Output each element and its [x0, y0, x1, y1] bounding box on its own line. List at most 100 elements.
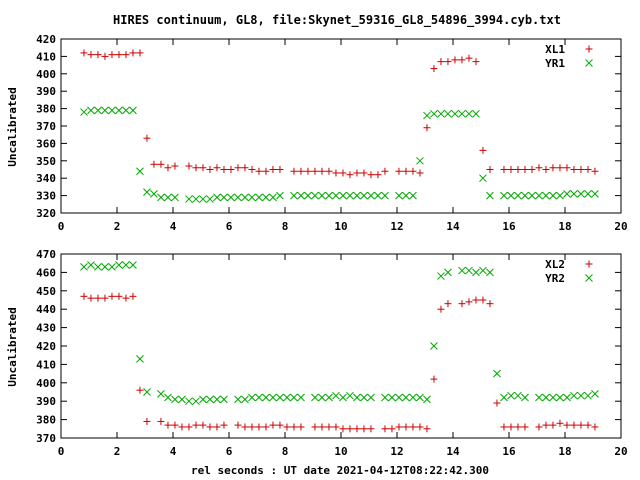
data-point: [241, 193, 249, 202]
y-tick-label: 320: [36, 207, 56, 220]
data-point: [353, 393, 361, 402]
x-axis-label: rel seconds : UT date 2021-04-12T08:22:4…: [191, 464, 489, 477]
data-point: [332, 391, 340, 400]
data-point: [395, 423, 403, 431]
data-point: [248, 423, 256, 431]
y-tick-label: 430: [36, 322, 56, 335]
data-point: [283, 393, 291, 402]
data-point: [276, 166, 284, 173]
data-point: [437, 109, 445, 118]
data-point: [479, 146, 487, 154]
data-point: [311, 393, 319, 402]
data-point: [101, 106, 109, 115]
data-point: [234, 421, 242, 429]
data-point: [115, 106, 123, 115]
data-point: [542, 191, 550, 200]
data-point: [430, 342, 438, 350]
data-point: [570, 421, 578, 429]
data-point: [297, 167, 305, 175]
legend-marker: [585, 59, 593, 67]
x-tick-label: 4: [170, 445, 177, 458]
data-point: [402, 191, 410, 200]
data-point: [94, 106, 102, 115]
data-point: [290, 167, 298, 175]
data-point: [591, 423, 599, 431]
data-point: [584, 166, 592, 173]
data-point: [584, 421, 592, 429]
y-tick-label: 370: [36, 120, 56, 133]
data-point: [157, 389, 165, 398]
data-point: [80, 263, 88, 271]
data-point: [122, 106, 130, 115]
data-point: [122, 51, 130, 59]
data-point: [325, 167, 333, 175]
data-point: [269, 166, 277, 173]
data-point: [248, 393, 256, 402]
data-point: [465, 54, 473, 62]
data-point: [276, 421, 284, 429]
data-point: [346, 425, 354, 433]
data-point: [325, 393, 333, 402]
data-point: [122, 261, 130, 269]
data-point: [108, 292, 116, 300]
chart-title: HIRES continuum, GL8, file:Skynet_59316_…: [113, 13, 561, 28]
legend-label: YR1: [545, 57, 565, 70]
data-point: [563, 393, 571, 402]
data-point: [584, 391, 592, 400]
data-point: [514, 423, 522, 431]
data-point: [507, 391, 515, 400]
data-point: [206, 195, 214, 203]
data-point: [199, 421, 207, 429]
data-point: [556, 164, 564, 172]
data-point: [535, 191, 543, 200]
data-point: [395, 393, 403, 402]
data-point: [276, 393, 284, 402]
data-point: [416, 156, 424, 165]
data-point: [269, 421, 277, 429]
data-point: [395, 191, 403, 200]
data-point: [381, 167, 389, 175]
data-point: [115, 261, 123, 269]
data-point: [395, 167, 403, 175]
data-point: [143, 417, 151, 425]
data-point: [297, 191, 305, 200]
legend-label: XL1: [545, 43, 565, 56]
data-point: [472, 296, 480, 304]
data-point: [213, 164, 221, 172]
data-point: [346, 391, 354, 400]
data-point: [346, 191, 354, 200]
data-point: [332, 423, 340, 431]
data-point: [206, 395, 214, 404]
data-point: [570, 166, 578, 173]
data-point: [367, 171, 375, 179]
data-point: [444, 58, 452, 66]
data-point: [143, 388, 151, 396]
data-point: [185, 397, 193, 406]
legend-marker: [585, 45, 593, 53]
data-point: [318, 167, 326, 175]
data-point: [143, 134, 151, 142]
data-point: [311, 191, 319, 200]
data-point: [577, 391, 585, 400]
data-point: [437, 272, 445, 280]
data-point: [409, 423, 417, 431]
data-point: [549, 191, 557, 200]
data-point: [444, 109, 452, 118]
y-tick-label: 340: [36, 172, 56, 185]
data-point: [234, 193, 242, 202]
data-point: [416, 393, 424, 402]
data-point: [94, 51, 102, 59]
data-point: [199, 395, 207, 404]
data-point: [451, 109, 459, 118]
data-point: [353, 169, 361, 177]
data-point: [549, 393, 557, 402]
data-point: [318, 393, 326, 402]
data-point: [535, 423, 543, 431]
data-point: [360, 191, 368, 200]
legend-marker: [585, 260, 593, 268]
data-point: [171, 421, 179, 429]
data-point: [367, 425, 375, 433]
data-point: [171, 395, 179, 404]
data-point: [332, 191, 340, 200]
data-point: [416, 169, 424, 177]
